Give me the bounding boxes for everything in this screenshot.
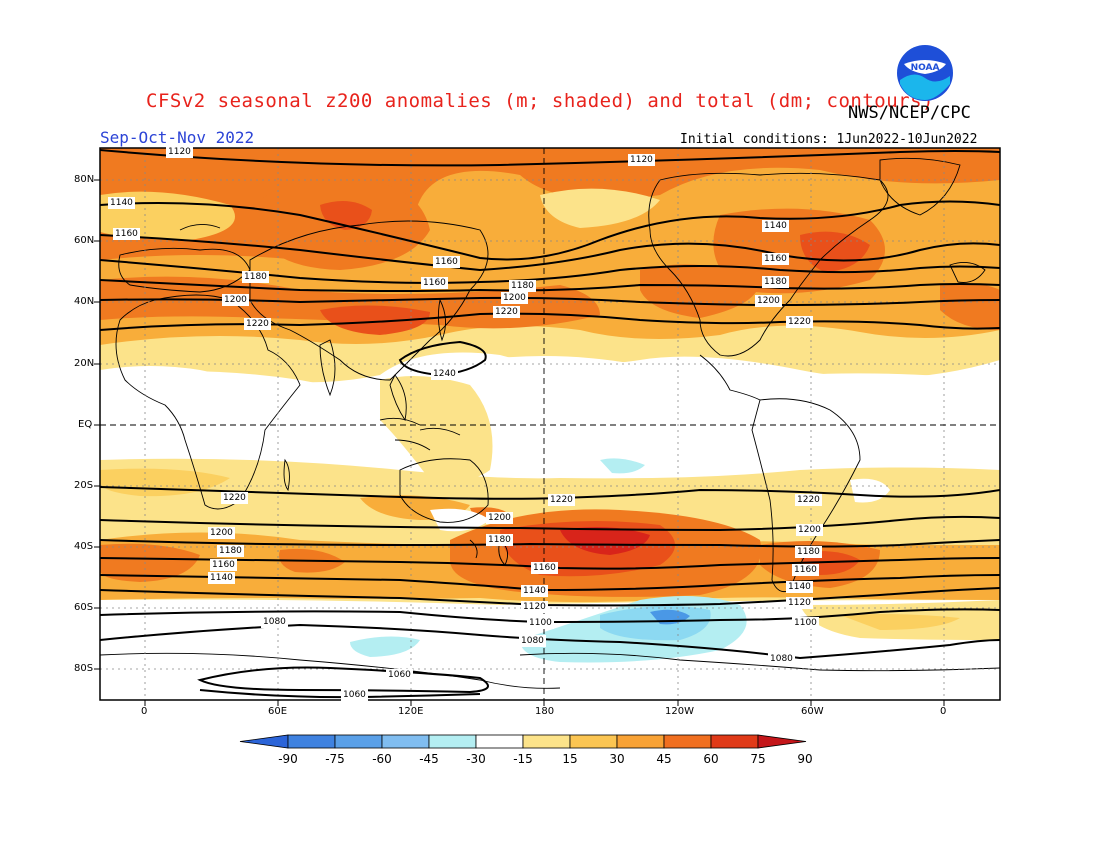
lat-label-60n: 60N [74,235,95,246]
lon-label-120w: 120W [665,706,694,717]
colorbar-label: -75 [325,752,345,766]
contour-label: 1220 [795,494,822,506]
lon-label-60e: 60E [268,706,288,717]
colorbar-label: -30 [466,752,486,766]
contour-label: 1160 [113,228,140,240]
colorbar-label: -45 [419,752,439,766]
lat-label-60s: 60S [74,602,94,613]
contour-label: 1180 [762,276,789,288]
season-label: Sep-Oct-Nov 2022 [100,128,255,147]
lon-label-0-east: 0 [940,706,947,717]
contour-label: 1200 [208,527,235,539]
lon-label-0: 0 [141,706,148,717]
svg-text:NOAA: NOAA [911,63,940,73]
contour-label: 1220 [786,316,813,328]
colorbar-label: -60 [372,752,392,766]
colorbar-swatch [381,734,430,749]
colorbar-label: -90 [278,752,298,766]
coastlines [100,157,1000,689]
contour-label: 1180 [795,546,822,558]
colorbar-swatch [428,734,477,749]
contour-label: 1180 [486,534,513,546]
colorbar-label: 30 [609,752,625,766]
contour-label: 1120 [166,146,193,158]
contour-label: 1080 [519,635,546,647]
contour-label: 1220 [548,494,575,506]
colorbar-swatch [710,734,759,749]
map-frame [99,147,1001,701]
lon-label-180: 180 [535,706,555,717]
lat-label-20s: 20S [74,480,94,491]
contour-label: 1140 [108,197,135,209]
contour-label: 1220 [244,318,271,330]
colorbar-swatch [287,734,336,749]
contour-label: 1240 [431,368,458,380]
contour-label: 1080 [768,653,795,665]
colorbar-swatch [663,734,712,749]
contour-label: 1060 [341,689,368,701]
colorbar-label: -15 [513,752,533,766]
colorbar-swatch [475,734,524,749]
contour-label: 1140 [521,585,548,597]
contour-label: 1120 [628,154,655,166]
lat-label-20n: 20N [74,358,95,369]
contour-label: 1220 [221,492,248,504]
contour-label: 1160 [531,562,558,574]
contour-label: 1220 [493,306,520,318]
colorbar-label: 60 [703,752,719,766]
contour-label: 1180 [217,545,244,557]
contour-label: 1140 [762,220,789,232]
contour-label: 1140 [208,572,235,584]
initial-conditions-label: Initial conditions: 1Jun2022-10Jun2022 [680,132,978,147]
contour-label: 1160 [762,253,789,265]
contour-label: 1120 [521,601,548,613]
lat-label-40s: 40S [74,541,94,552]
contour-label: 1160 [210,559,237,571]
colorbar-label: 45 [656,752,672,766]
contour-label: 1140 [786,581,813,593]
contour-label: 1120 [786,597,813,609]
contour-label: 1160 [792,564,819,576]
contour-label: 1200 [486,512,513,524]
height-contours [100,149,1000,699]
colorbar-label: 90 [797,752,813,766]
colorbar-swatch [522,734,571,749]
contour-label: 1100 [527,617,554,629]
contour-label: 1060 [386,669,413,681]
lat-label-80n: 80N [74,174,95,185]
colorbar-swatch [334,734,383,749]
contour-label: 1160 [421,277,448,289]
colorbar-swatch [569,734,618,749]
lat-label-eq: EQ [78,419,93,430]
contour-label: 1080 [261,616,288,628]
lon-label-60w: 60W [801,706,824,717]
contour-label: 1200 [796,524,823,536]
contour-label: 1200 [222,294,249,306]
contour-label: 1180 [242,271,269,283]
contour-label: 1100 [792,617,819,629]
contour-label: 1200 [755,295,782,307]
colorbar-label: 15 [562,752,578,766]
contour-label: 1200 [501,292,528,304]
contour-label: 1180 [509,280,536,292]
lon-label-120e: 120E [398,706,424,717]
chart-title: CFSv2 seasonal z200 anomalies (m; shaded… [146,90,934,112]
contour-label: 1160 [433,256,460,268]
colorbar-swatch [616,734,665,749]
colorbar-arrow-left [239,734,289,749]
lat-label-80s: 80S [74,663,94,674]
colorbar-arrow-right [757,734,807,749]
colorbar-label: 75 [750,752,766,766]
lat-label-40n: 40N [74,296,95,307]
agency-label: NWS/NCEP/CPC [848,103,971,123]
sh-anomaly-orange [100,543,200,582]
noaa-logo: NOAA [897,45,953,101]
